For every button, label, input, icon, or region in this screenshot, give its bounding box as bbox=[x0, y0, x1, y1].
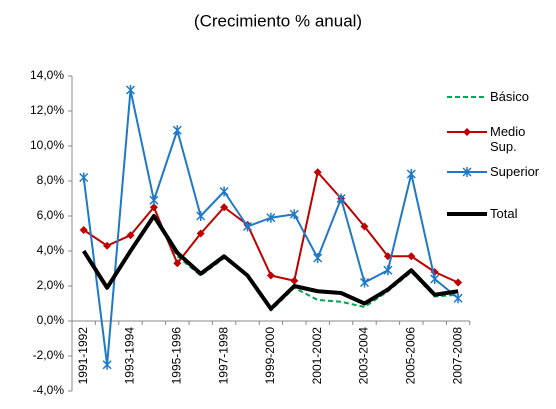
y-tick-label: 14,0% bbox=[30, 68, 64, 82]
marker bbox=[79, 226, 88, 234]
marker bbox=[359, 277, 370, 288]
legend-marker bbox=[462, 167, 472, 177]
marker bbox=[336, 193, 346, 204]
y-tick-label: 4,0% bbox=[37, 243, 65, 257]
marker bbox=[313, 253, 323, 263]
marker bbox=[430, 274, 440, 284]
marker bbox=[406, 169, 416, 179]
marker bbox=[173, 259, 182, 268]
series-line bbox=[83, 171, 459, 284]
marker bbox=[266, 212, 276, 223]
series-line bbox=[82, 89, 459, 366]
y-tick-label: 6,0% bbox=[37, 208, 65, 222]
marker bbox=[149, 203, 158, 212]
marker bbox=[149, 195, 159, 206]
x-tick-label: 1999-2000 bbox=[263, 327, 277, 385]
marker bbox=[313, 168, 322, 177]
x-tick-label: 1991-1992 bbox=[76, 327, 90, 385]
marker bbox=[125, 85, 136, 95]
y-tick-label: 2,0% bbox=[37, 278, 65, 292]
marker bbox=[102, 359, 112, 370]
chart-title: (Crecimiento % anual) bbox=[194, 11, 362, 30]
marker bbox=[360, 222, 369, 231]
marker bbox=[242, 221, 253, 232]
y-tick-label: 10,0% bbox=[30, 138, 64, 152]
marker bbox=[407, 252, 416, 261]
legend-marker bbox=[463, 128, 471, 136]
x-tick-label: 1995-1996 bbox=[169, 327, 183, 385]
marker bbox=[220, 203, 229, 212]
marker bbox=[196, 229, 205, 238]
marker bbox=[172, 125, 182, 136]
marker bbox=[79, 172, 89, 183]
y-tick-label: 8,0% bbox=[37, 173, 65, 187]
marker bbox=[453, 293, 463, 304]
x-tick-label: 1997-1998 bbox=[216, 327, 230, 385]
marker bbox=[454, 278, 463, 287]
marker bbox=[103, 241, 112, 250]
x-tick-label: 1993-1994 bbox=[123, 327, 137, 385]
x-tick-label: 2001-2002 bbox=[310, 327, 324, 385]
x-tick-label: 2007-2008 bbox=[450, 327, 464, 385]
y-tick-label: -2,0% bbox=[33, 348, 65, 362]
marker bbox=[219, 186, 229, 197]
marker bbox=[126, 231, 135, 240]
series-line bbox=[82, 215, 459, 312]
marker bbox=[383, 265, 393, 276]
series-line bbox=[82, 214, 459, 311]
marker bbox=[266, 271, 275, 280]
marker bbox=[290, 276, 299, 285]
legend-label: Medio Sup. bbox=[490, 124, 526, 154]
legend-label: Total bbox=[490, 206, 518, 221]
y-tick-label: -4,0% bbox=[33, 383, 65, 397]
x-tick-label: 2005-2006 bbox=[403, 327, 417, 385]
y-tick-label: 12,0% bbox=[30, 103, 64, 117]
legend-label: Superior bbox=[490, 164, 540, 179]
marker bbox=[196, 211, 206, 221]
x-tick-label: 2003-2004 bbox=[357, 327, 371, 385]
legend-label: Básico bbox=[490, 89, 530, 104]
marker bbox=[289, 209, 299, 220]
y-tick-label: 0,0% bbox=[37, 313, 65, 327]
